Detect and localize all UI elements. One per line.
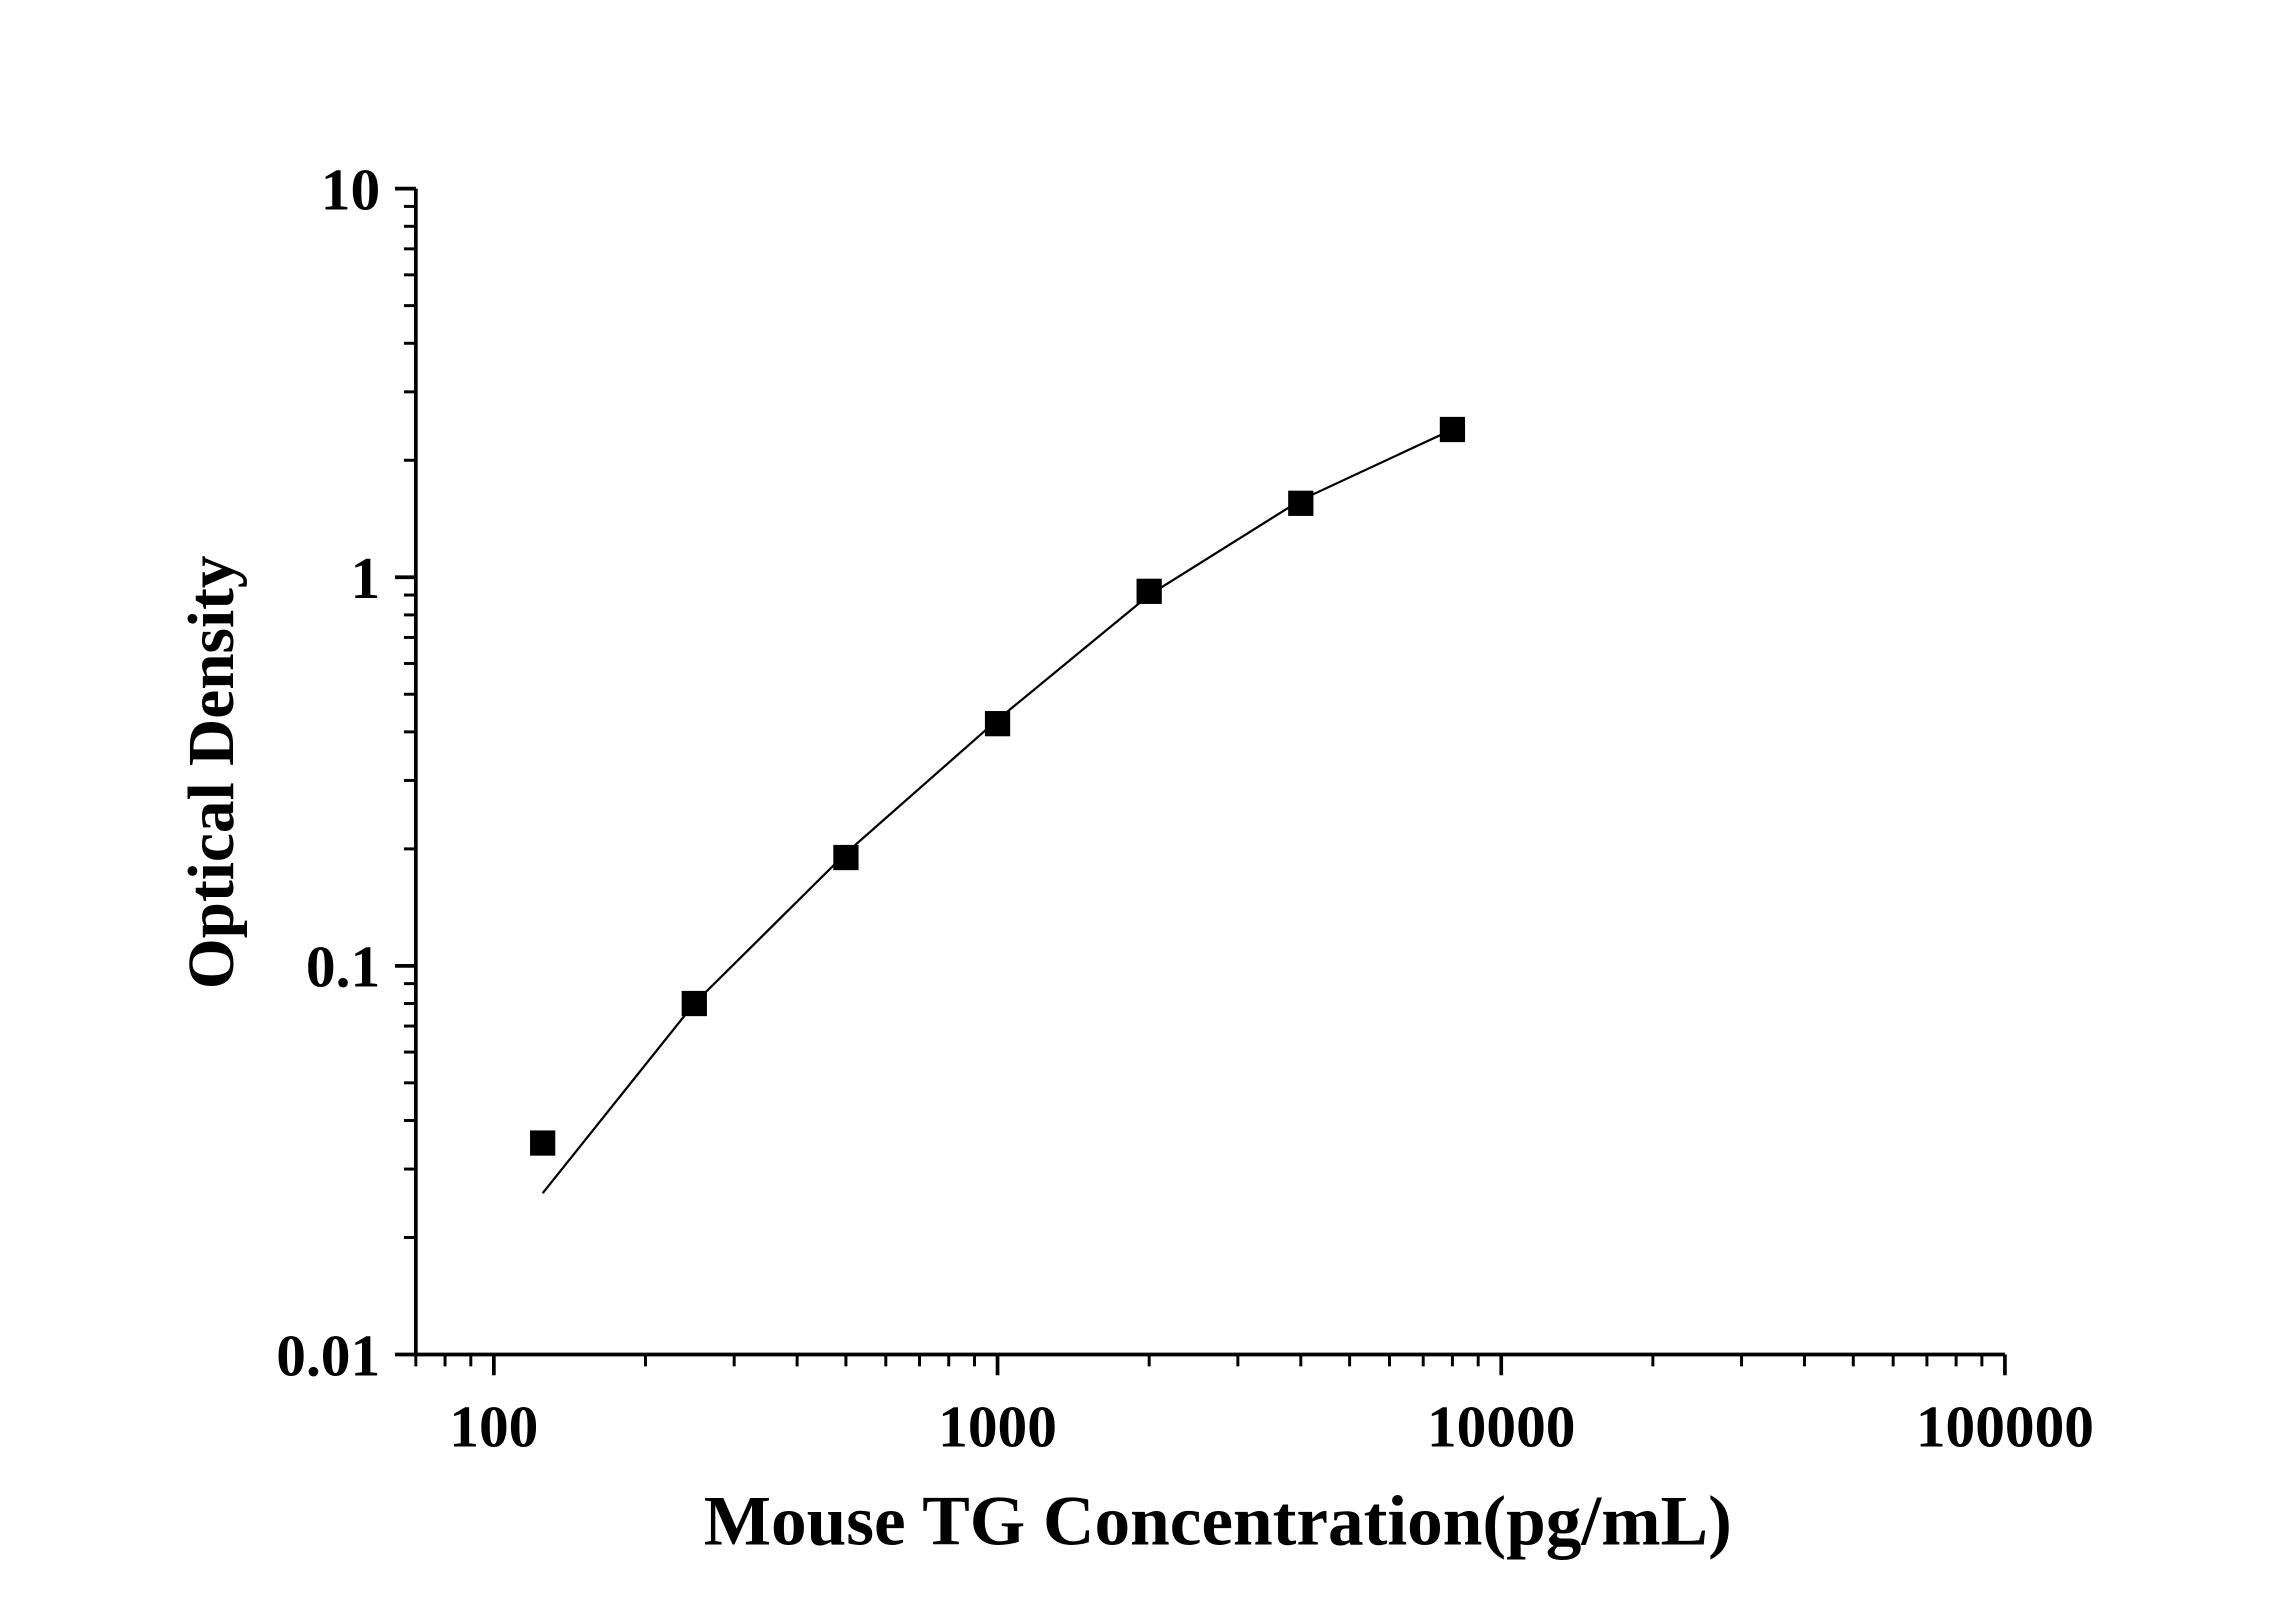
x-axis-title: Mouse TG Concentration(pg/mL) — [704, 1482, 1732, 1561]
fit-line — [541, 428, 1453, 1194]
x-tick-label: 100000 — [1916, 1394, 2094, 1460]
y-tick-label: 0.01 — [276, 1322, 380, 1388]
data-point — [1136, 578, 1162, 604]
data-point — [530, 1130, 556, 1156]
x-tick-label: 100 — [449, 1394, 538, 1460]
y-tick-label: 10 — [321, 156, 380, 222]
data-point — [984, 711, 1011, 737]
y-axis-title: Optical Density — [176, 555, 248, 989]
data-point — [833, 844, 859, 871]
x-tick-label: 10000 — [1427, 1394, 1575, 1460]
y-tick-label: 0.1 — [306, 934, 380, 1000]
y-tick-label: 1 — [350, 545, 380, 611]
data-point — [1288, 490, 1314, 516]
x-tick-label: 1000 — [938, 1394, 1057, 1460]
